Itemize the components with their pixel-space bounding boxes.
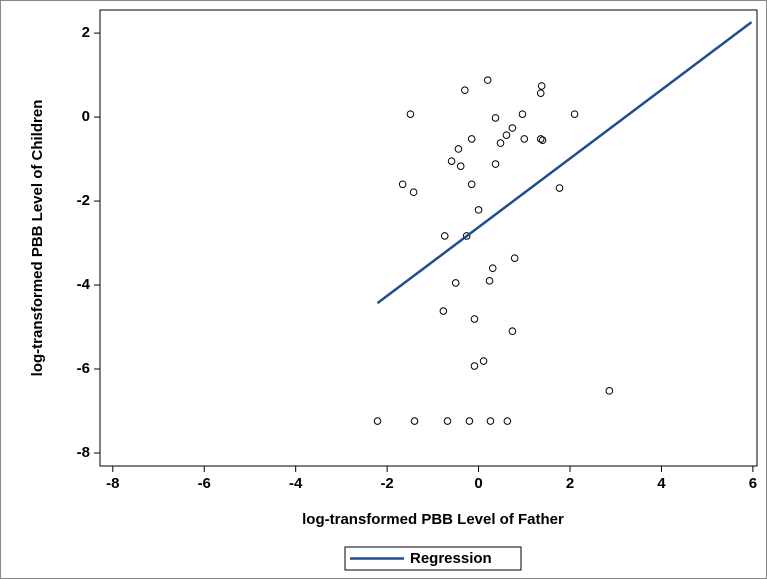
- point: [451, 279, 460, 287]
- point: [491, 114, 500, 122]
- point: [373, 417, 382, 425]
- point: [518, 110, 527, 118]
- point: [510, 254, 519, 262]
- x-tick-label: -2: [380, 475, 393, 492]
- point: [538, 136, 547, 144]
- point: [443, 417, 452, 425]
- point: [470, 315, 479, 323]
- point: [483, 76, 492, 84]
- plot-area: [99, 9, 758, 467]
- point: [536, 89, 545, 97]
- y-tick-label: -2: [77, 192, 90, 209]
- point: [536, 135, 545, 143]
- point: [491, 160, 500, 168]
- x-axis-label: log-transformed PBB Level of Father: [302, 511, 564, 528]
- legend-label: Regression: [410, 550, 492, 567]
- point: [409, 188, 418, 197]
- legend: [344, 546, 522, 571]
- x-tick-label: -8: [106, 475, 119, 492]
- x-tick-label: 4: [657, 475, 666, 492]
- point: [474, 206, 483, 214]
- y-tick-label: -6: [77, 360, 90, 377]
- point: [496, 139, 505, 147]
- point: [467, 135, 476, 143]
- point: [508, 124, 517, 132]
- point: [486, 417, 495, 425]
- point: [503, 417, 512, 425]
- y-tick-label: 0: [82, 108, 90, 125]
- point: [454, 145, 463, 153]
- point: [479, 357, 488, 365]
- point: [439, 307, 448, 315]
- y-tick-label: -4: [77, 276, 91, 293]
- y-tick-label: 2: [82, 24, 90, 41]
- x-tick-label: -6: [198, 475, 211, 492]
- point: [488, 264, 497, 273]
- point: [447, 157, 456, 165]
- point: [502, 131, 511, 139]
- x-tick-label: 0: [474, 475, 482, 492]
- regression-line: [376, 21, 753, 305]
- y-tick-label: -8: [77, 444, 90, 461]
- point: [470, 362, 479, 370]
- point: [537, 82, 546, 90]
- point: [461, 86, 469, 94]
- point: [410, 417, 419, 425]
- point: [555, 184, 564, 192]
- point: [605, 387, 614, 395]
- point: [520, 135, 529, 143]
- x-tick-label: 6: [749, 475, 757, 492]
- point: [440, 232, 449, 240]
- point: [570, 110, 579, 118]
- x-tick-label: 2: [566, 475, 574, 492]
- x-tick-label: -4: [289, 475, 303, 492]
- point: [467, 180, 476, 189]
- point: [462, 232, 471, 240]
- point: [398, 180, 407, 189]
- point: [406, 110, 415, 118]
- point: [508, 327, 517, 336]
- y-axis-label: log-transformed PBB Level of Children: [29, 100, 46, 377]
- point: [456, 162, 465, 170]
- point: [465, 417, 474, 425]
- point: [485, 277, 494, 285]
